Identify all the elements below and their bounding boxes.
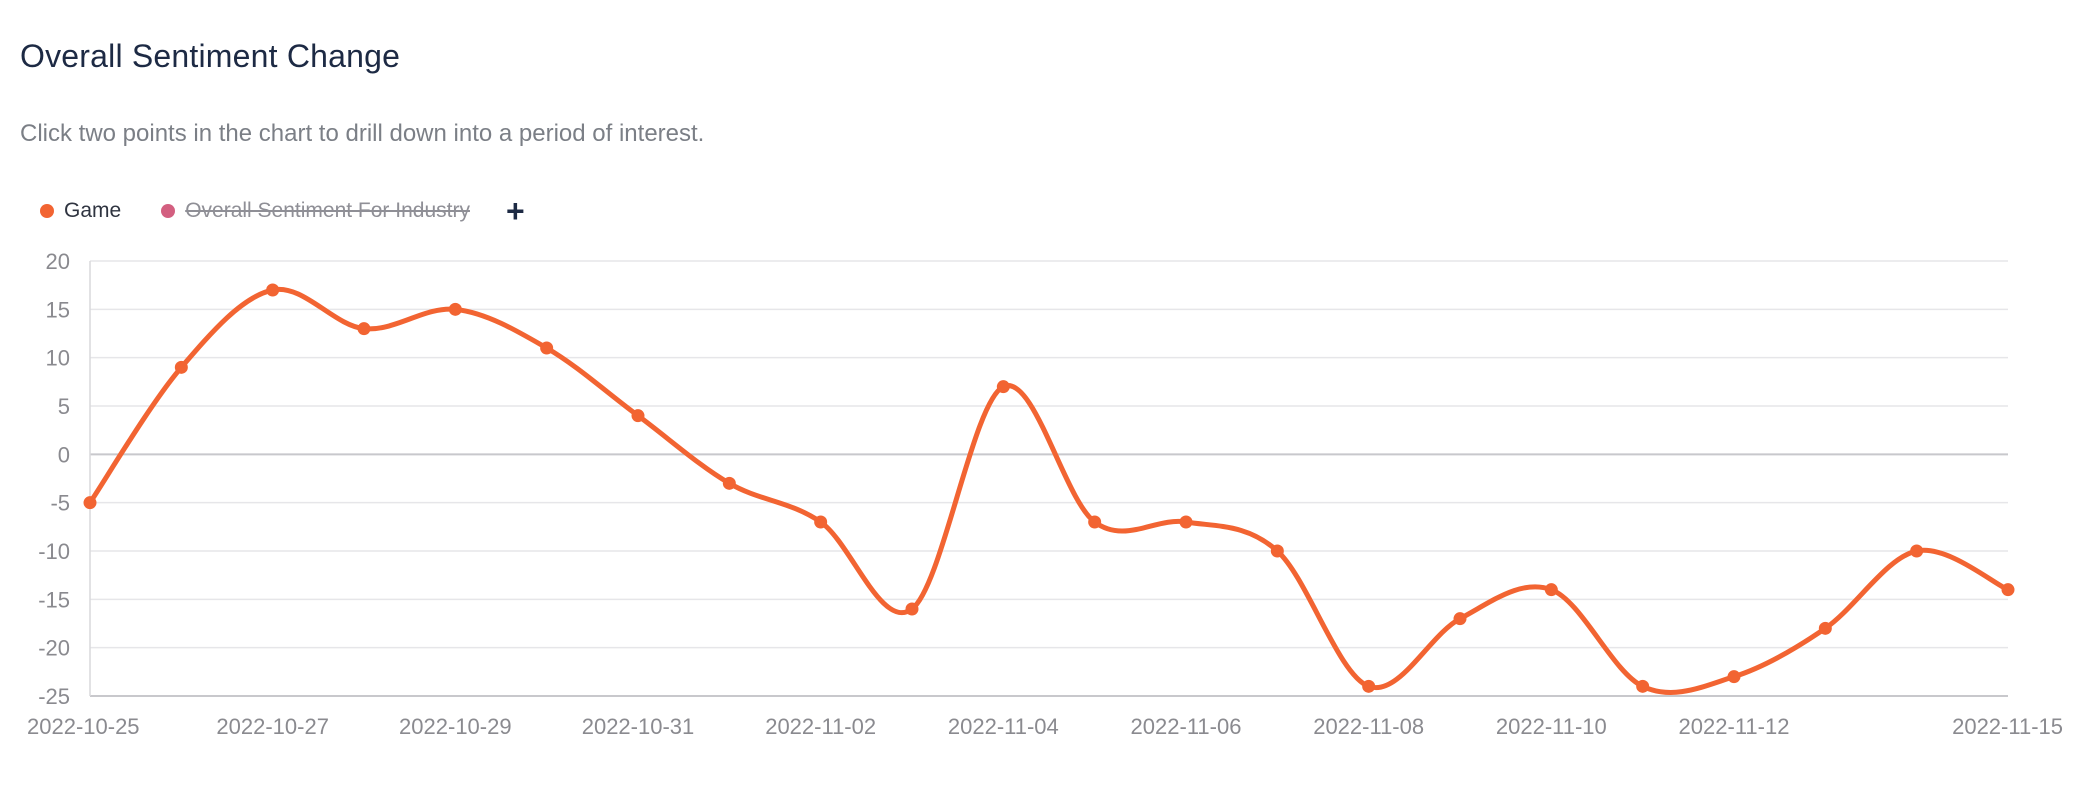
legend-item-industry[interactable]: Overall Sentiment For Industry <box>161 199 470 223</box>
y-tick-label: 20 <box>46 249 70 274</box>
data-point[interactable] <box>814 515 828 529</box>
x-tick-label: 2022-11-04 <box>948 714 1059 739</box>
chart-legend: Game Overall Sentiment For Industry + <box>40 193 525 229</box>
x-tick-label: 2022-11-12 <box>1679 714 1790 739</box>
data-point[interactable] <box>1910 544 1924 558</box>
y-axis: -25 -20 -15 -10 -5 0 5 10 15 20 <box>38 249 91 709</box>
y-tick-label: -25 <box>38 684 70 709</box>
data-point[interactable] <box>357 322 371 336</box>
x-tick-label: 2022-10-27 <box>216 714 329 739</box>
series-line-game <box>87 286 2011 695</box>
legend-label: Overall Sentiment For Industry <box>185 199 470 222</box>
data-point[interactable] <box>540 341 554 355</box>
x-tick-label: 2022-11-10 <box>1496 714 1607 739</box>
data-point[interactable] <box>1362 679 1376 693</box>
data-point[interactable] <box>1636 679 1650 693</box>
data-point[interactable] <box>1818 621 1832 635</box>
add-series-button[interactable]: + <box>505 193 525 229</box>
y-tick-label: -15 <box>38 587 70 612</box>
y-tick-label: 10 <box>46 346 70 371</box>
data-point[interactable] <box>2001 583 2015 597</box>
legend-label: Game <box>64 199 122 222</box>
y-tick-label: -5 <box>50 491 70 516</box>
data-point[interactable] <box>905 602 919 616</box>
y-tick-label: 5 <box>58 394 70 419</box>
y-tick-label: -20 <box>38 636 70 661</box>
y-tick-label: 0 <box>58 442 70 467</box>
x-tick-label: 2022-10-31 <box>582 714 695 739</box>
data-point[interactable] <box>1453 612 1467 626</box>
data-point[interactable] <box>448 302 462 316</box>
data-point[interactable] <box>1270 544 1284 558</box>
y-tick-label: -10 <box>38 539 70 564</box>
x-tick-label: 2022-11-08 <box>1313 714 1424 739</box>
data-point[interactable] <box>1544 583 1558 597</box>
x-tick-label: 2022-10-25 <box>27 714 140 739</box>
x-tick-label: 2022-11-06 <box>1131 714 1242 739</box>
data-point[interactable] <box>1727 670 1741 684</box>
x-axis: 2022-10-25 2022-10-27 2022-10-29 2022-10-31… <box>27 714 2063 739</box>
data-point[interactable] <box>266 283 280 297</box>
series-layer <box>83 283 2015 695</box>
y-tick-label: 15 <box>46 297 70 322</box>
data-point[interactable] <box>631 409 645 423</box>
data-point[interactable] <box>1088 515 1102 529</box>
data-point[interactable] <box>1179 515 1193 529</box>
chart-title: Overall Sentiment Change <box>20 38 401 74</box>
legend-dot-icon <box>40 204 54 218</box>
legend-dot-icon <box>161 204 176 218</box>
data-point[interactable] <box>83 496 97 510</box>
data-point[interactable] <box>174 360 188 374</box>
legend-item-game[interactable]: Game <box>40 199 121 223</box>
chart-instructions: Click two points in the chart to drill d… <box>20 120 705 147</box>
x-tick-label: 2022-11-15 <box>1952 714 2063 739</box>
x-tick-label: 2022-11-02 <box>765 714 876 739</box>
data-point[interactable] <box>996 380 1010 394</box>
x-tick-label: 2022-10-29 <box>399 714 512 739</box>
data-point[interactable] <box>722 476 736 490</box>
chart-grid <box>90 260 2008 697</box>
